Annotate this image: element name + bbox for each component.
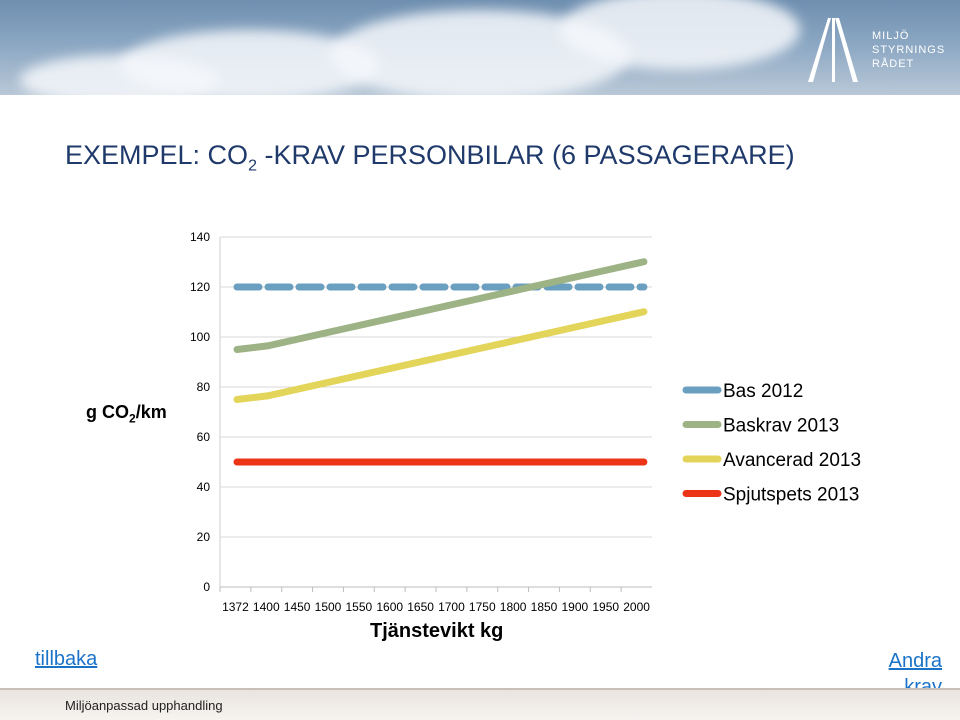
legend-entry-avancerad-2013: Avancerad 2013 [723, 450, 861, 471]
header-sky-banner: MILJÖ STYRNINGS RÅDET [0, 0, 960, 95]
x-tick-label: 1900 [562, 600, 589, 614]
ylabel-suffix: /km [135, 402, 167, 422]
y-tick-label: 100 [190, 330, 210, 344]
x-axis-label: Tjänstevikt kg [370, 620, 504, 642]
x-tick-label: 1372 [222, 600, 249, 614]
title-prefix: EXEMPEL: CO [65, 140, 249, 170]
x-tick-label: 1550 [346, 600, 373, 614]
ylabel-subscript: 2 [129, 411, 136, 426]
y-axis-label: g CO2/km [86, 402, 167, 426]
x-tick-label: 1600 [376, 600, 403, 614]
y-tick-label: 120 [190, 280, 210, 294]
x-tick-label: 1500 [315, 600, 342, 614]
x-tick-label: 1950 [592, 600, 619, 614]
legend-entry-baskrav-2013: Baskrav 2013 [723, 416, 839, 437]
y-tick-label: 80 [197, 380, 211, 394]
y-tick-label: 40 [197, 480, 211, 494]
y-tick-label: 0 [203, 580, 210, 594]
x-tick-label: 1650 [407, 600, 434, 614]
ylabel-prefix: g CO [86, 402, 129, 422]
back-link[interactable]: tillbaka [35, 648, 98, 670]
series-line-avancerad-2013 [233, 308, 648, 403]
footer-text: Miljöanpassad upphandling [65, 698, 223, 713]
title-subscript: 2 [248, 157, 257, 175]
x-tick-label: 1750 [469, 600, 496, 614]
miljostyrningsradet-logo: MILJÖ STYRNINGS RÅDET [802, 14, 946, 84]
x-tick-label: 2000 [623, 600, 650, 614]
x-tick-label: 1700 [438, 600, 465, 614]
footer-divider [0, 688, 960, 690]
footer-bar [0, 690, 960, 720]
legend-entry-bas-2012: Bas 2012 [723, 381, 803, 402]
y-tick-label: 140 [190, 230, 210, 244]
y-tick-label: 60 [197, 430, 211, 444]
series-line-baskrav-2013 [233, 258, 648, 353]
y-tick-label: 20 [197, 530, 211, 544]
logo-line-1: MILJÖ [872, 30, 910, 42]
logo-line-3: RÅDET [872, 58, 915, 70]
x-tick-label: 1850 [531, 600, 558, 614]
x-tick-label: 1800 [500, 600, 527, 614]
title-suffix: -KRAV PERSONBILAR (6 PASSAGERARE) [256, 140, 795, 170]
x-tick-label: 1450 [284, 600, 311, 614]
x-tick-label: 1400 [253, 600, 280, 614]
logo-line-2: STYRNINGS [872, 44, 946, 56]
page-title: EXEMPEL: CO2 -KRAV PERSONBILAR (6 PASSAG… [65, 140, 795, 175]
legend-entry-spjutspets-2013: Spjutspets 2013 [723, 485, 859, 506]
